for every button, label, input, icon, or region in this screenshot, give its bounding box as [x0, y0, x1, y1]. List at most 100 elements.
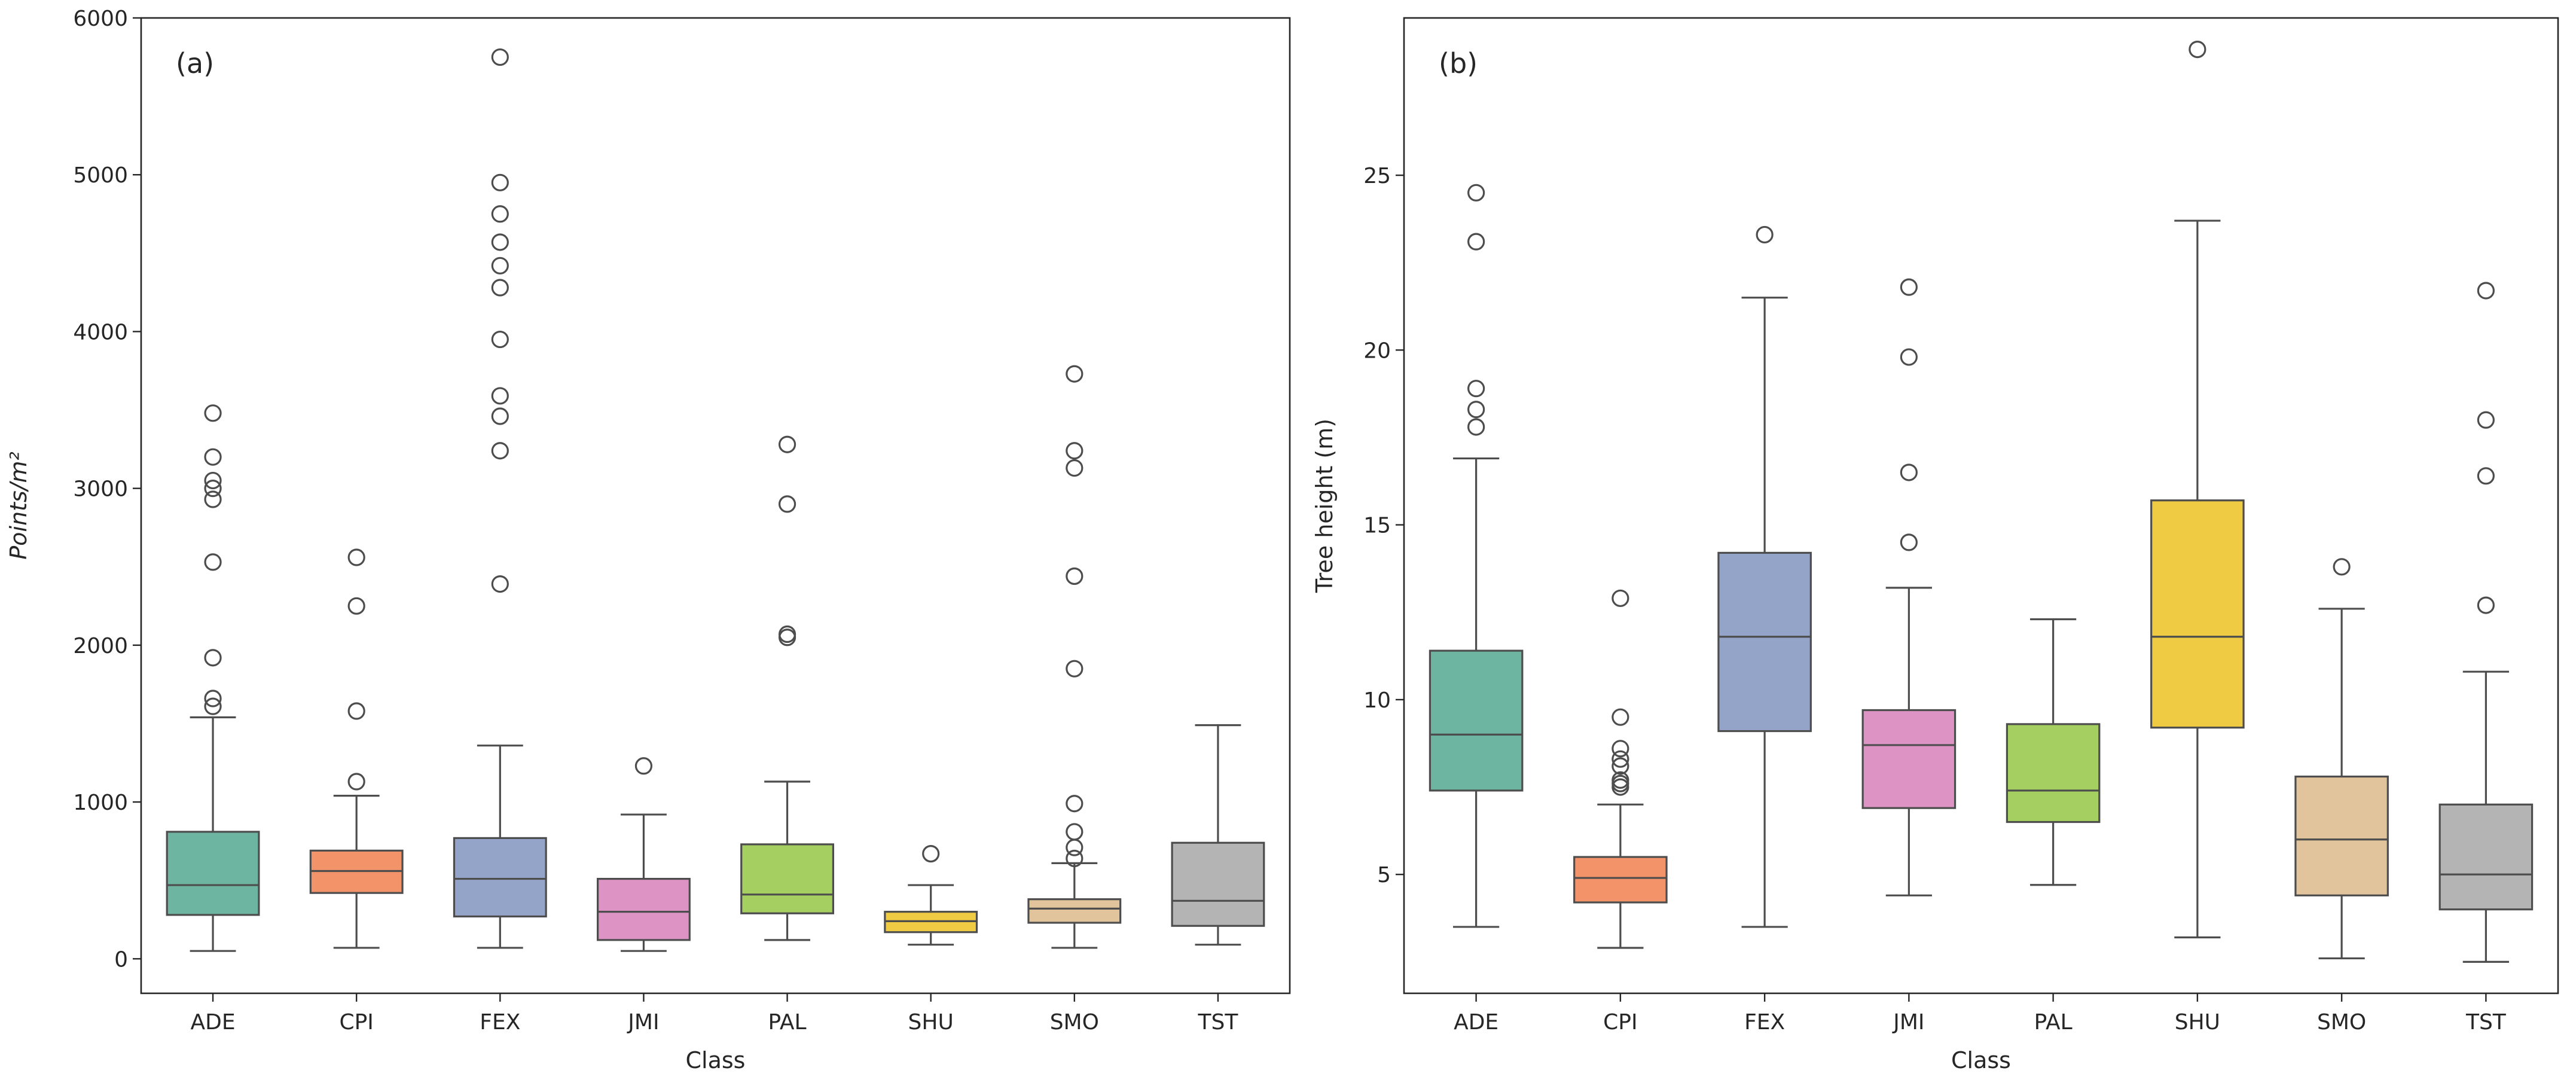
y-tick-label: 2000: [73, 634, 128, 658]
x-tick-label: SHU: [908, 1010, 954, 1035]
outlier-point: [491, 330, 509, 349]
outlier-point: [1611, 589, 1629, 608]
outlier-point: [1900, 533, 1918, 551]
outlier-point: [1611, 750, 1629, 768]
x-axis-label: Class: [1951, 1047, 2011, 1073]
outlier-point: [491, 173, 509, 191]
outlier-point: [2477, 411, 2495, 429]
box-fex: [453, 48, 547, 949]
outlier-point: [2477, 282, 2495, 300]
outlier-point: [1066, 442, 1083, 460]
y-tick-label: 1000: [73, 791, 128, 815]
outlier-point: [1066, 795, 1083, 813]
x-tick-label: FEX: [1744, 1010, 1785, 1035]
outlier-point: [922, 845, 940, 863]
outlier-point: [204, 480, 222, 498]
y-tick-label: 6000: [73, 7, 128, 31]
box-shu: [2150, 41, 2245, 939]
outlier-point: [204, 690, 222, 707]
y-tick-label: 20: [1363, 338, 1391, 363]
outlier-point: [491, 407, 509, 425]
outlier-point: [204, 649, 222, 667]
box-ade: [1429, 184, 1524, 928]
box-iqr: [2150, 499, 2245, 729]
outlier-point: [2477, 467, 2495, 485]
x-tick-label: CPI: [339, 1010, 373, 1035]
outlier-point: [204, 448, 222, 466]
outlier-point: [347, 548, 365, 566]
x-axis-label: Class: [686, 1047, 746, 1073]
box-iqr: [1429, 649, 1524, 792]
outlier-point: [1611, 757, 1629, 775]
panel-label: (b): [1439, 47, 1478, 80]
outlier-point: [347, 597, 365, 615]
outlier-point: [1611, 774, 1629, 792]
outlier-point: [2333, 558, 2351, 576]
outlier-point: [778, 435, 796, 453]
panel-a: 0 1000 2000 3000 4000 5000 6000 ADE CPI FEX JMI PAL…: [5, 7, 1291, 1073]
y-tick-label: 5000: [73, 163, 128, 188]
outlier-point: [347, 702, 365, 720]
outlier-point: [204, 404, 222, 422]
outlier-point: [491, 205, 509, 223]
outlier-point: [1066, 849, 1083, 868]
box-fex: [1717, 225, 1812, 928]
outlier-point: [1066, 459, 1083, 477]
box-ade: [166, 404, 260, 952]
box-iqr: [1027, 898, 1122, 924]
outlier-point: [1756, 225, 1774, 244]
outlier-point: [2189, 41, 2206, 59]
box-iqr: [1573, 856, 1668, 904]
x-tick-label: PAL: [2034, 1010, 2073, 1035]
y-axis-label: Points/m²: [5, 452, 32, 560]
outlier-point: [204, 471, 222, 490]
x-tick-label: JMI: [627, 1010, 659, 1035]
outlier-point: [1611, 740, 1629, 758]
x-tick-label: ADE: [191, 1010, 236, 1035]
outlier-point: [778, 625, 796, 643]
y-tick-label: 0: [114, 947, 128, 972]
box-tst: [1171, 724, 1265, 946]
outlier-point: [1467, 401, 1485, 419]
x-tick-label: FEX: [480, 1010, 520, 1035]
box-iqr: [596, 877, 691, 941]
box-cpi: [309, 548, 404, 949]
outlier-point: [491, 48, 509, 66]
box-jmi: [1861, 278, 1957, 896]
box-iqr: [1861, 709, 1957, 809]
box-iqr: [2294, 775, 2389, 896]
box-cpi: [1573, 589, 1668, 949]
outlier-point: [491, 575, 509, 593]
box-shu: [884, 845, 978, 946]
outlier-point: [491, 233, 509, 251]
x-tick-label: SMO: [1050, 1010, 1099, 1035]
outlier-point: [204, 490, 222, 508]
y-tick-label: 5: [1377, 863, 1391, 887]
y-tick-label: 10: [1363, 688, 1391, 713]
box-tst: [2438, 282, 2534, 963]
outlier-point: [1066, 823, 1083, 841]
outlier-point: [1066, 365, 1083, 383]
panel-label: (a): [176, 47, 214, 80]
box-pal: [740, 435, 835, 941]
x-tick-label: SHU: [2175, 1010, 2220, 1035]
outlier-point: [1467, 380, 1485, 398]
outlier-point: [491, 387, 509, 405]
outlier-point: [491, 257, 509, 274]
y-axis-label: Tree height (m): [1311, 419, 1338, 593]
box-jmi: [596, 757, 691, 952]
outlier-point: [1066, 567, 1083, 585]
panel-b: 5 10 15 20 25 ADE CPI FEX JMI PAL SHU SMO TST Class Tr…: [1311, 17, 2559, 1073]
outlier-point: [1066, 660, 1083, 678]
outlier-point: [778, 495, 796, 513]
x-tick-label: SMO: [2317, 1010, 2366, 1035]
x-tick-label: TST: [2465, 1010, 2507, 1035]
plot-frame: [140, 17, 1291, 995]
outlier-point: [1900, 278, 1918, 296]
outlier-point: [491, 279, 509, 297]
x-tick-label: TST: [1198, 1010, 1239, 1035]
box-iqr: [2438, 803, 2534, 911]
box-smo: [2294, 558, 2389, 960]
box-iqr: [1717, 551, 1812, 733]
